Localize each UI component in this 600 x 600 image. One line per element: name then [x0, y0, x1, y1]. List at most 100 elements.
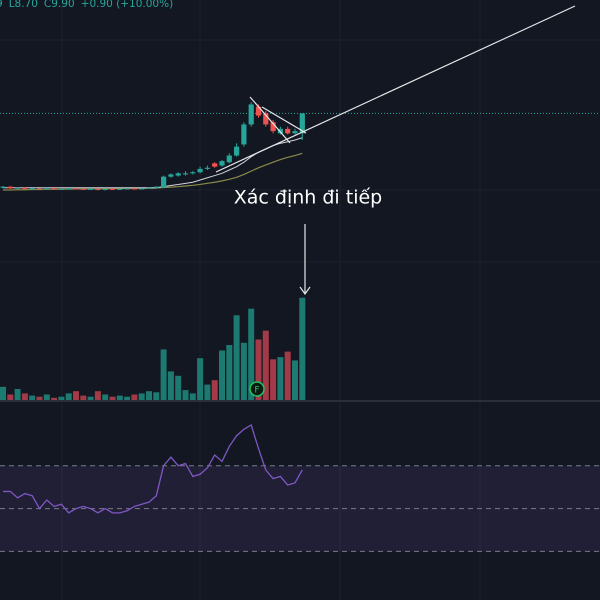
ma-slow [3, 152, 303, 191]
volume-bar [292, 360, 298, 400]
candle-body [131, 188, 137, 190]
volume-bar [153, 392, 160, 400]
volume-bar [211, 380, 218, 400]
volume-bar [138, 393, 145, 400]
candle-body [22, 187, 28, 189]
volume-bar [197, 358, 204, 400]
header-item: 9 [0, 0, 3, 10]
candle-body [51, 188, 57, 190]
candle-body [153, 186, 159, 188]
candle-body [146, 187, 152, 189]
candle-body [168, 174, 174, 177]
candle-body [124, 188, 130, 190]
candle-body [80, 188, 86, 190]
candle-body [270, 122, 276, 132]
plot [0, 102, 600, 552]
volume-bar [124, 396, 131, 400]
candle-body [73, 188, 79, 190]
arrow-head [299, 286, 311, 296]
rsi-line [3, 424, 303, 514]
candle-body [36, 188, 43, 190]
candle-body [241, 124, 247, 145]
annotation: Xác định đi tiếp [234, 187, 382, 209]
volume-bar [189, 393, 196, 400]
candle-body [219, 161, 225, 166]
volume-bar [226, 345, 233, 400]
volume-bar [167, 371, 174, 400]
candle-body [263, 113, 269, 125]
volume-bar [0, 386, 6, 400]
volume-bar [262, 330, 269, 400]
volume-bar [146, 391, 152, 400]
volume-bar [14, 389, 21, 400]
volume-bar [277, 357, 284, 400]
volume-bar [299, 297, 306, 400]
event-marker [249, 381, 265, 397]
channel-line [261, 106, 307, 134]
candle-body [212, 163, 218, 167]
candle-body [182, 173, 189, 175]
candle-body [204, 167, 210, 169]
event-marker-label: F [254, 386, 259, 396]
candle-body [292, 131, 298, 134]
candle-body [0, 186, 6, 188]
volume-bar [21, 393, 28, 400]
volume-bar [109, 396, 116, 400]
volume-bar [182, 390, 189, 400]
volume-bar [160, 349, 167, 400]
candle-body [234, 146, 240, 156]
volume-bar [36, 396, 43, 400]
volume-bar [58, 396, 65, 400]
drawings [215, 5, 576, 296]
candle-body [255, 106, 262, 116]
candle-body [29, 188, 35, 190]
volume-bar [7, 394, 14, 400]
candle-body [285, 128, 291, 134]
volume-bar [204, 384, 211, 400]
candle-body [161, 176, 167, 188]
candle-body [248, 104, 254, 125]
volume-bar [248, 308, 255, 400]
volume-bar [284, 351, 291, 400]
candle-body [102, 188, 108, 190]
candle-body [58, 188, 64, 190]
volume-bar [116, 395, 123, 400]
volume-bar [87, 396, 94, 400]
volume-bar [219, 350, 225, 400]
candle-body [44, 188, 50, 190]
volume-bar [175, 375, 182, 400]
candle-body [109, 188, 116, 190]
candle-body [66, 188, 72, 190]
candle-body [88, 188, 94, 190]
volume-bar [131, 394, 138, 400]
volume-bar [255, 339, 262, 400]
candle-body [226, 155, 232, 163]
candle-body [95, 188, 101, 190]
volume-bar [51, 397, 58, 400]
header-item: C9.90 [44, 0, 75, 10]
candle-body [15, 187, 21, 189]
volume-bar [73, 391, 79, 400]
candle-body [117, 188, 123, 190]
volume-bar [94, 391, 101, 400]
volume-bar [43, 394, 50, 400]
candle-body [7, 186, 13, 189]
volume-bar [270, 359, 277, 400]
volume-bar [29, 395, 36, 400]
volume-bar [102, 394, 109, 400]
volume-bar [80, 395, 87, 400]
candle-body [197, 168, 203, 173]
candle-body [190, 172, 196, 174]
header-item: L8.70 [9, 0, 38, 10]
volume-bar [65, 393, 72, 400]
channel-line [249, 96, 291, 144]
volume-bar [240, 342, 247, 400]
candle-body [139, 188, 145, 190]
volume-bar [233, 315, 240, 400]
header-item: +0.90 (+10.00%) [81, 0, 174, 10]
ma-fast [3, 137, 303, 189]
candle-body [175, 173, 181, 176]
candle-body [299, 113, 305, 134]
